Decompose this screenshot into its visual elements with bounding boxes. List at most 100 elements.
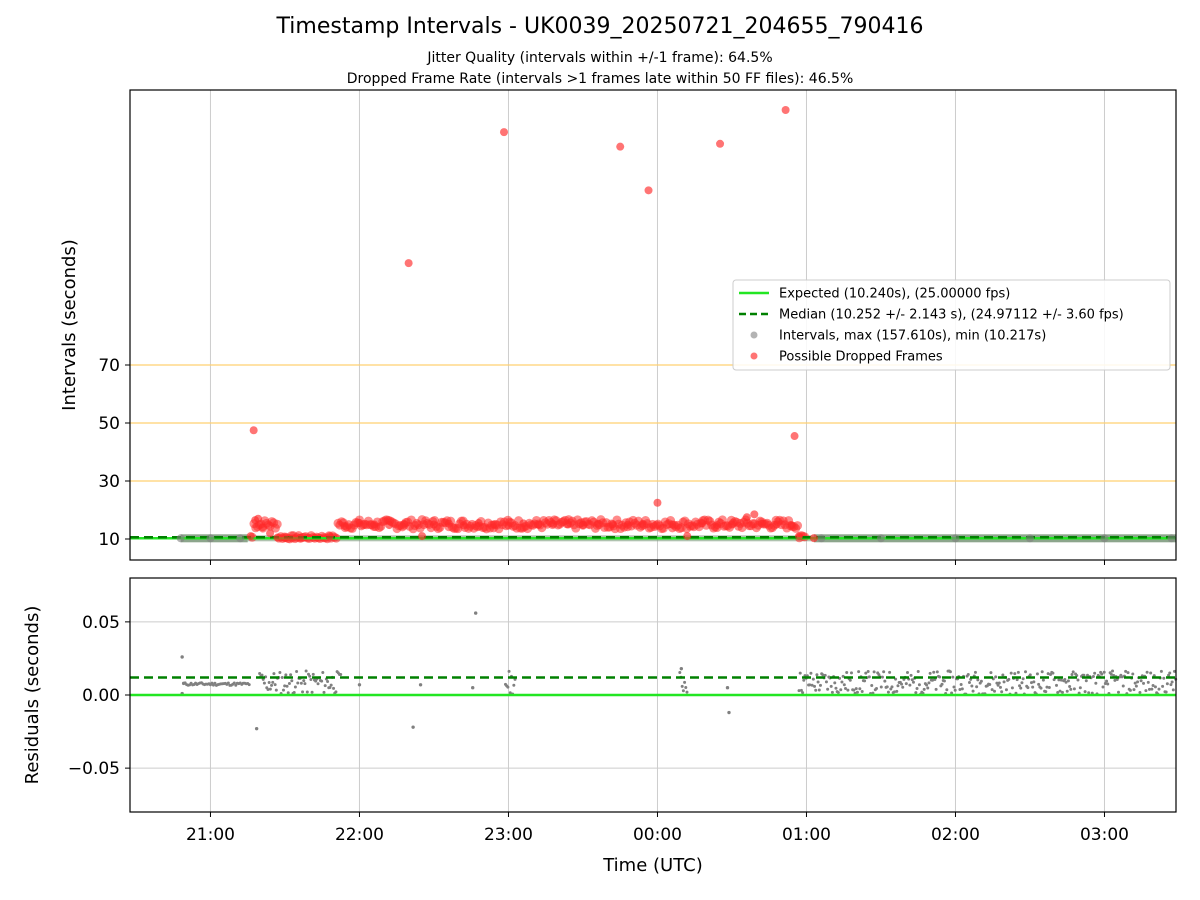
residual-dot	[1115, 678, 1119, 682]
bottom-ytick-label-2: −0.05	[68, 759, 120, 779]
residual-dot	[293, 685, 297, 689]
residual-dot	[892, 690, 896, 694]
residual-dot	[226, 681, 230, 685]
residual-dot	[900, 682, 904, 686]
residual-dot	[1094, 681, 1098, 685]
residual-dot	[1056, 691, 1060, 695]
residual-dot	[1109, 672, 1113, 676]
residual-dot	[1045, 685, 1049, 689]
residual-dot	[1159, 669, 1163, 673]
residual-dot	[1047, 686, 1051, 690]
residual-dot	[1019, 686, 1023, 690]
top-ytick-label-0: 10	[98, 530, 120, 550]
residual-dot	[232, 681, 236, 685]
residual-dot	[1131, 672, 1135, 676]
residual-dot	[845, 670, 849, 674]
residual-dot	[882, 670, 886, 674]
residual-dot	[970, 684, 974, 688]
residual-dot	[1083, 690, 1087, 694]
residual-dot	[1142, 681, 1146, 685]
residual-dot	[813, 684, 817, 688]
dropped-frame-point-34	[564, 520, 573, 529]
residual-dot	[810, 683, 814, 687]
dropped-cloud-point	[793, 521, 803, 531]
residual-dot	[916, 670, 920, 674]
residual-dot	[817, 688, 821, 692]
residual-dot	[858, 687, 862, 691]
residual-dot	[971, 689, 975, 693]
legend-entry-1: Median (10.252 +/- 2.143 s), (24.97112 +…	[779, 308, 1124, 323]
residual-dot	[1138, 691, 1142, 695]
residual-dot	[273, 683, 277, 687]
residual-dot	[1162, 676, 1166, 680]
residual-dot	[1161, 684, 1165, 688]
residual-dot	[258, 672, 262, 676]
residual-dot	[833, 681, 837, 685]
dropped-frame-point-44	[727, 520, 736, 529]
residual-dot	[976, 678, 980, 682]
dropped-frame-point-51	[809, 534, 818, 543]
residual-dot	[841, 674, 845, 678]
residual-dot	[1082, 673, 1086, 677]
residual-dot	[1007, 677, 1011, 681]
residual-dot	[854, 687, 858, 691]
residual-dot	[299, 681, 303, 685]
interval-point-4	[876, 534, 885, 543]
residual-dot	[1101, 685, 1105, 689]
residual-dot	[857, 670, 861, 674]
residual-dot	[1046, 672, 1050, 676]
residual-dot	[863, 679, 867, 683]
residual-dot	[283, 684, 287, 688]
residual-dot	[973, 670, 977, 674]
residual-dot	[295, 670, 299, 674]
residual-dot	[834, 686, 838, 690]
x-tick-label-2: 23:00	[484, 825, 533, 845]
residual-dot	[895, 689, 899, 693]
residual-dot	[1100, 672, 1104, 676]
residual-dot	[905, 670, 909, 674]
residual-dot	[824, 680, 828, 684]
residual-dot	[1113, 678, 1117, 682]
interval-point-3	[817, 534, 826, 543]
residual-dot	[1013, 672, 1017, 676]
residual-dot	[512, 683, 516, 687]
residual-dot	[951, 675, 955, 679]
residual-dot	[945, 688, 949, 692]
dropped-frame-point-37	[608, 520, 617, 529]
legend: Expected (10.240s), (25.00000 fps) Median…	[732, 279, 1171, 371]
residual-dot	[866, 669, 870, 673]
residual-dot	[339, 672, 343, 676]
residual-dot	[321, 671, 325, 675]
residual-dot	[914, 691, 918, 695]
residual-dot	[925, 683, 929, 687]
residual-dot	[997, 681, 1001, 685]
residual-dot	[993, 689, 997, 693]
residual-dot	[685, 690, 689, 694]
residual-dot	[798, 671, 802, 675]
residual-dot	[1164, 690, 1168, 694]
residual-dot	[270, 683, 274, 687]
residual-dot	[683, 680, 687, 684]
residual-dot	[268, 687, 272, 691]
residual-dot	[292, 690, 296, 694]
residual-dot	[305, 690, 309, 694]
residual-dot	[272, 672, 276, 676]
residual-point-11	[725, 685, 730, 690]
residual-dot	[1078, 686, 1082, 690]
residual-dot	[320, 679, 324, 683]
residual-dot	[1031, 685, 1035, 689]
residual-dot	[1000, 690, 1004, 694]
residual-dot	[917, 683, 921, 687]
residual-dot	[278, 671, 282, 675]
residual-dot	[301, 690, 305, 694]
residual-dot	[329, 683, 333, 687]
residual-dot	[829, 684, 833, 688]
residual-dot	[1168, 671, 1172, 675]
dropped-frame-point-10	[254, 514, 263, 523]
residual-point-8	[357, 683, 362, 687]
residual-dot	[287, 682, 291, 686]
residual-dot	[1150, 687, 1154, 691]
residual-dot	[1111, 669, 1115, 673]
residual-dot	[1124, 669, 1128, 673]
residual-dot	[1059, 678, 1063, 682]
